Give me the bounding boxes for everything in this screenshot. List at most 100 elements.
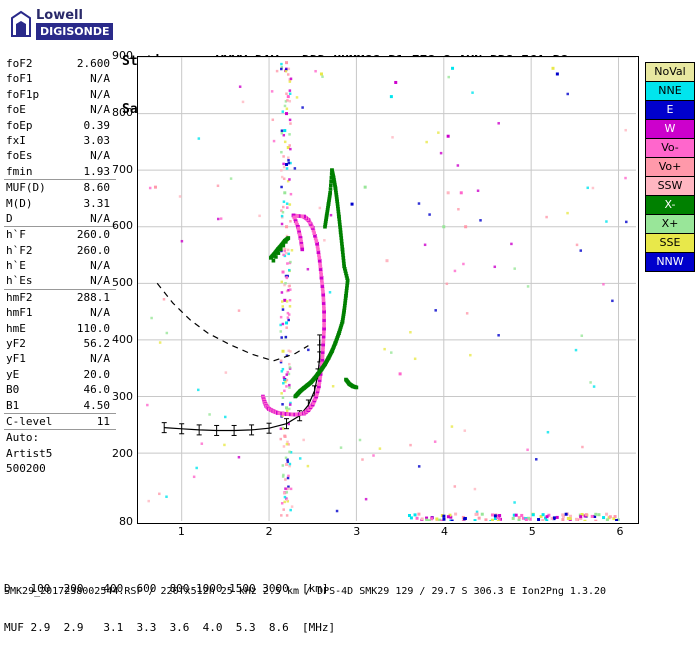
param-key: foF1p (6, 87, 40, 101)
param-key: yF2 (6, 337, 26, 351)
param-row: h`E N/A (4, 258, 116, 273)
legend-item-e[interactable]: E (645, 100, 695, 120)
param-key: C-level (6, 414, 53, 428)
param-group-3: hmF2 288.1 hmF1 N/A hmE 110.0 yF2 56.2 yF1 N/A yE 2… (4, 290, 116, 414)
param-row: MUF(D) 8.60 (4, 180, 116, 195)
param-value: N/A (90, 103, 110, 117)
series-baseline (161, 334, 323, 436)
param-row: C-level 11 (4, 414, 116, 429)
muf-distance-scale: D 100 200 400 600 800 1000 1500 3000 [km… (4, 556, 335, 647)
ionogram-plot (137, 56, 639, 524)
param-row: foEp 0.39 (4, 118, 116, 133)
param-key: foF1 (6, 72, 33, 86)
param-key: foF2 (6, 57, 33, 70)
param-row: D N/A (4, 211, 116, 226)
param-key: hmF1 (6, 306, 33, 320)
legend-item-x-[interactable]: X+ (645, 214, 695, 234)
param-row: yE 20.0 (4, 367, 116, 382)
param-key: foEp (6, 118, 33, 132)
x-tick-1: 1 (177, 525, 185, 538)
series-x-trace (269, 168, 359, 399)
param-value: 3.03 (83, 133, 111, 147)
param-row: foF2 2.600 (4, 56, 116, 71)
param-value: 4.50 (83, 398, 111, 412)
param-key: foE (6, 103, 26, 117)
gridlines (138, 57, 636, 521)
param-value: 3.31 (83, 196, 111, 210)
distance-row: D 100 200 400 600 800 1000 1500 3000 [km… (4, 582, 329, 595)
param-key: B0 (6, 383, 20, 397)
param-value: 46.0 (83, 383, 111, 397)
auto-value: Artist5 (6, 446, 53, 460)
param-value: N/A (90, 149, 110, 163)
param-value: 260.0 (76, 243, 110, 257)
param-row: fmin 1.93 (4, 164, 116, 179)
y-tick-900: 900 (112, 49, 133, 62)
param-row: foF1 N/A (4, 71, 116, 86)
param-row: B0 46.0 (4, 382, 116, 397)
x-tick-2: 2 (265, 525, 273, 538)
muf-row: MUF 2.9 2.9 3.1 3.3 3.6 4.0 5.3 8.6 [MHz… (4, 621, 336, 634)
param-row: foF1p N/A (4, 87, 116, 102)
logo-line2: DIGISONDE (36, 23, 114, 40)
legend-item-ssw[interactable]: SSW (645, 176, 695, 196)
legend-item-noval[interactable]: NoVal (645, 62, 695, 82)
param-key: h`F2 (6, 243, 33, 257)
param-row: hmF1 N/A (4, 305, 116, 320)
y-tick-800: 800 (112, 105, 133, 119)
param-key: hmE (6, 321, 26, 335)
param-group-4: C-level 11 (4, 414, 116, 431)
param-row: M(D) 3.31 (4, 196, 116, 211)
param-value: 56.2 (83, 337, 111, 351)
param-value: 2.600 (76, 57, 110, 70)
param-value: N/A (90, 306, 110, 320)
param-value: N/A (90, 72, 110, 86)
x-tick-3: 3 (353, 525, 361, 538)
param-value: N/A (90, 259, 110, 273)
legend-item-vo-[interactable]: Vo+ (645, 157, 695, 177)
param-value: N/A (90, 87, 110, 101)
param-row: h`Es N/A (4, 273, 116, 288)
param-key: yF1 (6, 352, 26, 366)
param-row: foEs N/A (4, 148, 116, 163)
param-row: yF2 56.2 (4, 336, 116, 351)
auto-label: Auto: (6, 431, 40, 445)
file-footer: SMK29_2017238002544.RSF / 220fx512h 25 k… (4, 586, 607, 597)
y-axis-tick-labels: 80 200 300 400 500 600 700 800 900 (100, 49, 133, 528)
param-key: foEs (6, 149, 33, 163)
param-row: fxI 3.03 (4, 133, 116, 148)
legend-item-x-[interactable]: X- (645, 195, 695, 215)
legend-item-nne[interactable]: NNE (645, 81, 695, 101)
param-value: 1.93 (83, 164, 111, 178)
x-tick-5: 5 (528, 525, 536, 538)
param-row: foE N/A (4, 102, 116, 117)
param-row: yF1 N/A (4, 351, 116, 366)
param-value: N/A (90, 211, 110, 225)
legend-item-sse[interactable]: SSE (645, 233, 695, 253)
y-tick-300: 300 (112, 389, 133, 403)
legend-item-vo-[interactable]: Vo- (645, 138, 695, 158)
y-tick-80: 80 (119, 515, 133, 528)
param-value: 20.0 (83, 367, 111, 381)
x-tick-4: 4 (441, 525, 449, 538)
legend-item-w[interactable]: W (645, 119, 695, 139)
param-value: 0.39 (83, 118, 111, 132)
param-value: 110.0 (76, 321, 110, 335)
param-key: D (6, 211, 13, 225)
ionogram-parameter-table: foF2 2.600 foF1 N/A foF1p N/A foE N/A foEp 0.39 fx… (4, 56, 116, 477)
param-key: M(D) (6, 196, 33, 210)
legend-item-nnw[interactable]: NNW (645, 252, 695, 272)
series-scatter-noise (146, 61, 628, 521)
auto-block: Auto: Artist5 500200 (4, 430, 116, 476)
logo-line1: Lowell (36, 8, 83, 23)
param-key: h`E (6, 259, 26, 273)
y-tick-700: 700 (112, 162, 133, 176)
param-key: hmF2 (6, 290, 33, 304)
x-tick-6: 6 (616, 525, 624, 538)
param-row: h`F 260.0 (4, 227, 116, 242)
y-tick-600: 600 (112, 219, 133, 233)
param-row: B1 4.50 (4, 398, 116, 413)
param-key: fmin (6, 164, 33, 178)
param-row: h`F2 260.0 (4, 243, 116, 258)
param-key: fxI (6, 133, 26, 147)
